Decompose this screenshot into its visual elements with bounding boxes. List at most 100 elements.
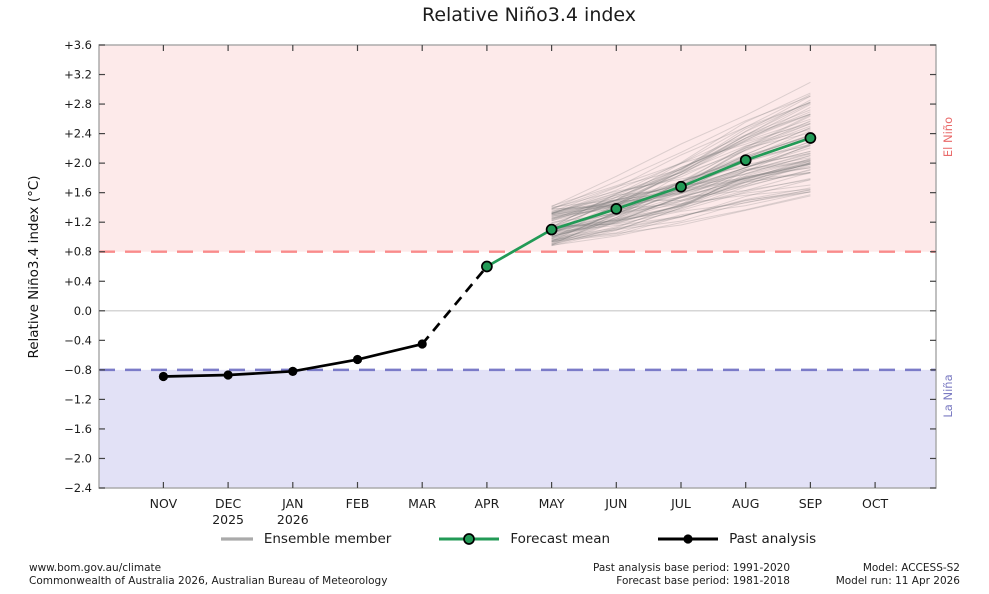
footer-base-periods: Past analysis base period: 1991-2020 For… (593, 562, 790, 588)
ensemble-member-line (551, 169, 811, 229)
la-nina-region (99, 369, 936, 488)
footer-attribution: www.bom.gov.au/climate Commonwealth of A… (29, 562, 387, 588)
forecast-mean-marker (675, 180, 687, 193)
x-tick-year-label: 2026 (277, 512, 309, 527)
past-analysis-marker (288, 366, 298, 376)
ensemble-member-line (551, 178, 811, 210)
footer-model-run: Model run: 11 Apr 2026 (835, 575, 960, 587)
y-tick-label: +1.6 (64, 186, 92, 200)
la-nina-label: La Niña (941, 374, 955, 417)
y-axis-title: Relative Niño3.4 index (°C) (26, 175, 42, 358)
legend-item-forecast: Forecast mean (437, 531, 610, 547)
footer-model-info: Model: ACCESS-S2 Model run: 11 Apr 2026 (836, 562, 960, 588)
y-tick-label: 0.0 (74, 304, 92, 318)
legend-item-past: Past analysis (656, 531, 816, 547)
y-tick-label: −0.8 (64, 363, 92, 377)
ensemble-member-line (551, 171, 811, 228)
x-tick-year-label: 2025 (212, 512, 244, 527)
x-tick-label: DEC (215, 496, 242, 511)
transition-dashed-line (421, 265, 488, 345)
ensemble-member-line (551, 106, 811, 230)
y-tick-label: −1.6 (64, 422, 92, 436)
x-tick-label: MAR (408, 496, 436, 511)
ensemble-member-line (551, 157, 811, 215)
past-analysis-marker (352, 354, 363, 365)
x-tick-label: OCT (862, 496, 889, 511)
el-nino-label: El Niño (941, 117, 955, 157)
legend-label-ensemble: Ensemble member (263, 531, 392, 547)
chart-legend: Ensemble member Forecast mean Past analy… (99, 531, 936, 547)
ensemble-member-line (551, 122, 811, 215)
x-tick-label: FEB (346, 496, 370, 511)
ensemble-member-line (551, 121, 811, 207)
ensemble-member-line (551, 152, 811, 246)
y-tick-label: −1.2 (64, 392, 92, 406)
y-tick-label: −2.4 (64, 481, 92, 495)
ensemble-member-line (551, 189, 811, 227)
ensemble-member-line (551, 188, 811, 217)
footer-copyright: Commonwealth of Australia 2026, Australi… (29, 575, 388, 587)
y-tick-label: +2.8 (64, 97, 92, 111)
ensemble-member-line (551, 178, 811, 230)
ensemble-member-line (551, 159, 811, 242)
ensemble-member-line (551, 161, 811, 216)
ensemble-member-line (551, 101, 811, 228)
ensemble-member-line (551, 163, 811, 237)
ensemble-member-line (551, 92, 811, 228)
y-tick-label: −2.0 (64, 451, 92, 465)
ensemble-member-line (551, 191, 811, 240)
ensemble-member-line (551, 111, 811, 220)
ensemble-member-line (551, 195, 811, 242)
ensemble-member-line (551, 154, 811, 247)
ensemble-member-line (551, 194, 811, 246)
footer-model: Model: ACCESS-S2 (862, 562, 960, 574)
footer-past-base-period: Past analysis base period: 1991-2020 (593, 562, 790, 574)
x-tick-label: JUL (670, 496, 691, 511)
ensemble-member-line (551, 94, 811, 213)
y-tick-label: +0.8 (64, 245, 92, 259)
forecast-mean-line (486, 136, 811, 268)
ensemble-member-line (551, 158, 811, 235)
ensemble-member-line (551, 109, 811, 222)
forecast-line-swatch (439, 533, 500, 545)
ensemble-member-line (551, 171, 811, 215)
ensemble-member-line (551, 167, 811, 215)
el-nino-region (99, 45, 936, 252)
y-tick-label: +2.4 (64, 127, 92, 141)
y-tick-label: +1.2 (64, 215, 92, 229)
chart-title: Relative Niño3.4 index (421, 4, 637, 26)
ensemble-member-line (551, 150, 811, 209)
ensemble-member-line (551, 81, 811, 208)
ensemble-member-line (551, 171, 811, 241)
legend-item-ensemble: Ensemble member (219, 531, 392, 547)
ensemble-member-line (551, 187, 811, 233)
forecast-mean-marker (804, 132, 817, 144)
forecast-mean-marker (545, 223, 558, 236)
legend-label-forecast: Forecast mean (510, 531, 611, 547)
ensemble-member-line (551, 113, 811, 210)
forecast-mean-marker (739, 154, 752, 167)
ensemble-member-line (551, 184, 811, 229)
ensemble-member-line (551, 144, 811, 239)
ensemble-member-line (551, 191, 811, 243)
y-tick-label: −0.4 (64, 333, 92, 347)
y-tick-label: +2.0 (64, 156, 92, 170)
ensemble-member-line (551, 113, 811, 221)
ensemble-member-line (551, 128, 811, 214)
ensemble-member-line (551, 104, 811, 242)
ensemble-member-line (551, 179, 811, 245)
ensemble-member-line (551, 102, 811, 234)
legend-label-past: Past analysis (729, 531, 817, 547)
ensemble-member-line (551, 95, 811, 210)
ensemble-member-line (551, 125, 811, 228)
footer-url: www.bom.gov.au/climate (29, 562, 162, 574)
x-tick-label: MAY (539, 496, 565, 511)
x-tick-label: SEP (799, 496, 823, 511)
ensemble-member-line (551, 168, 811, 237)
ensemble-member-line (551, 99, 811, 234)
ensemble-member-line (551, 189, 811, 238)
ensemble-member-line (551, 160, 811, 233)
ensemble-member-line (551, 162, 811, 235)
forecast-mean-marker (481, 260, 493, 273)
